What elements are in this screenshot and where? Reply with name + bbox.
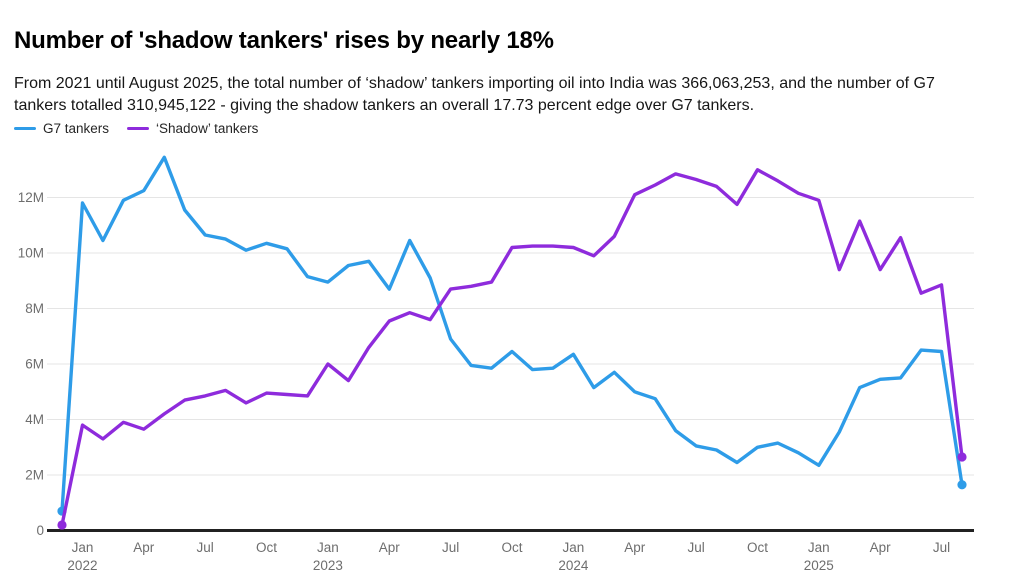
x-tick-label: Jan: [562, 540, 584, 555]
x-tick-label: Jul: [197, 540, 214, 555]
legend: G7 tankers ‘Shadow’ tankers: [14, 121, 258, 136]
chart-subtitle: From 2021 until August 2025, the total n…: [14, 75, 935, 114]
endpoint-dot-g7: [957, 480, 967, 490]
x-year-label: 2024: [558, 558, 589, 573]
legend-swatch-g7: [14, 126, 36, 131]
x-tick-label: Jul: [687, 540, 704, 555]
y-tick-label: 10M: [18, 246, 44, 261]
legend-label-g7: G7 tankers: [43, 121, 110, 136]
series-line-shadow: [60, 168, 964, 527]
y-tick-label: 6M: [25, 357, 44, 372]
page-title: Number of 'shadow tankers' rises by near…: [14, 27, 554, 55]
x-tick-label: Apr: [870, 540, 892, 555]
legend-swatch-shadow: [127, 126, 150, 131]
x-tick-label: Jan: [72, 540, 94, 555]
x-tick-label: Oct: [501, 540, 522, 555]
x-tick-label: Oct: [256, 540, 277, 555]
x-year-label: 2023: [313, 558, 343, 573]
y-tick-label: 0: [36, 523, 44, 538]
y-tick-label: 4M: [25, 412, 44, 427]
x-tick-label: Jan: [317, 540, 339, 555]
legend-label-shadow: ‘Shadow’ tankers: [156, 121, 259, 136]
x-year-label: 2022: [67, 558, 97, 573]
x-tick-label: Apr: [379, 540, 401, 555]
y-tick-label: 8M: [25, 301, 44, 316]
x-tick-label: Oct: [747, 540, 768, 555]
x-tick-label: Apr: [624, 540, 646, 555]
x-tick-label: Jan: [808, 540, 830, 555]
legend-item-shadow: ‘Shadow’ tankers: [127, 121, 258, 136]
y-tick-label: 2M: [25, 468, 44, 483]
x-tick-label: Jul: [442, 540, 459, 555]
y-tick-label: 12M: [18, 190, 44, 205]
endpoint-dot-shadow: [957, 452, 967, 462]
series-line-g7: [60, 155, 964, 513]
x-year-label: 2025: [804, 558, 834, 573]
x-tick-label: Apr: [133, 540, 155, 555]
x-tick-label: Jul: [933, 540, 950, 555]
endpoint-dot-shadow: [57, 520, 67, 530]
legend-item-g7: G7 tankers: [14, 121, 109, 136]
